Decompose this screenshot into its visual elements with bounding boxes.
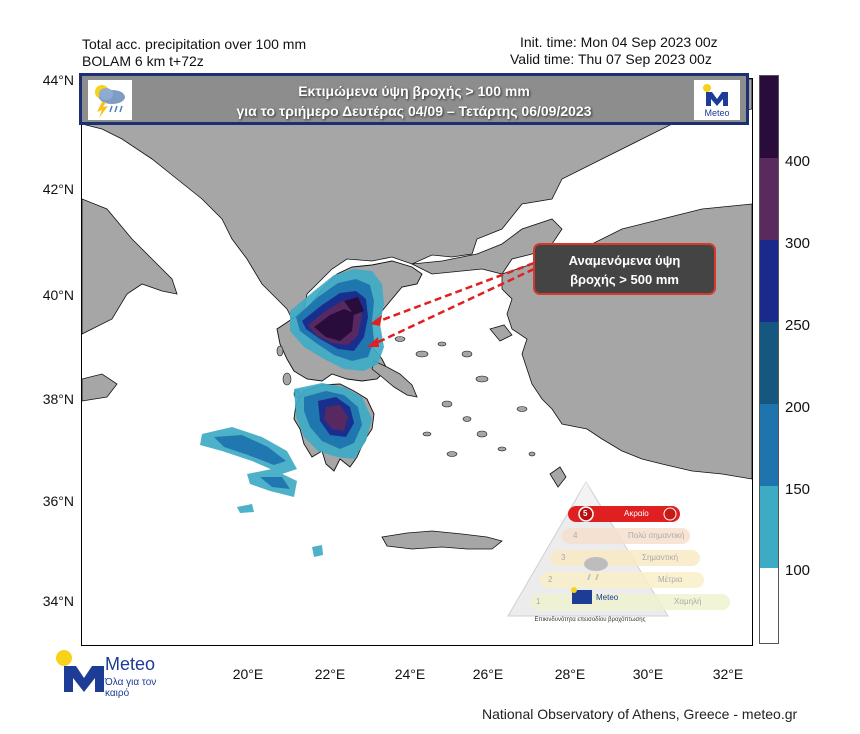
colorbar-100-150 (760, 486, 778, 568)
lat-label-38: 38°N (42, 391, 74, 407)
lat-label-40: 40°N (42, 287, 74, 303)
colorbar-label-250: 250 (785, 317, 811, 334)
arrow-heads (367, 315, 382, 347)
colorbar-above-400 (760, 76, 778, 158)
lon-label-20: 20°E (232, 666, 264, 682)
banner-line-2: για το τριήμερο Δευτέρας 04/09 – Τετάρτη… (236, 103, 592, 119)
meteo-logo-name: Meteo (105, 654, 156, 674)
colorbar-label-150: 150 (785, 481, 811, 498)
meteo-logo-small-text: Meteo (704, 108, 730, 118)
land-rhodes (549, 466, 567, 488)
land-evia (371, 360, 418, 398)
lon-label-30: 30°E (632, 666, 664, 682)
meteo-logo-small: Meteo (694, 80, 740, 120)
colorbar-below-100 (760, 568, 778, 643)
colorbar-label-400: 400 (785, 153, 811, 170)
colorbar-300-400 (760, 158, 778, 240)
colorbar-label-300: 300 (785, 235, 811, 252)
level-3-label: Σημαντική (642, 553, 679, 562)
lon-label-26: 26°E (472, 666, 504, 682)
land-sicily (82, 373, 118, 402)
land-balkans (82, 79, 752, 320)
land-lesvos (489, 324, 513, 342)
lon-label-28: 28°E (554, 666, 586, 682)
init-time: Init. time: Mon 04 Sep 2023 00z (520, 34, 718, 50)
colorbar-200-250 (760, 322, 778, 404)
lat-label-44: 44°N (42, 72, 74, 88)
lon-label-24: 24°E (394, 666, 426, 682)
colorbar-label-100: 100 (785, 562, 811, 579)
lat-label-36: 36°N (42, 493, 74, 509)
level-2-num: 2 (548, 575, 553, 584)
map-canvas (82, 79, 752, 557)
model-label: BOLAM 6 km t+72z (82, 53, 204, 69)
level-1-num: 1 (536, 597, 541, 606)
level-5-num: 5 (583, 509, 588, 518)
pyramid-logo-text: Meteo (596, 593, 619, 602)
level-1-label: Χαμηλή (674, 597, 702, 606)
colorbar-150-200 (760, 404, 778, 486)
level-3-num: 3 (561, 553, 566, 562)
pyramid-title: Επικινδυνότητα επεισοδίου βροχόπτωσης (534, 617, 646, 623)
level-2-label: Μέτρια (658, 575, 683, 584)
lon-label-32: 32°E (712, 666, 744, 682)
callout-arrows (371, 261, 535, 347)
land-crete (381, 530, 503, 550)
level-4-label: Πολύ σημαντική (628, 531, 685, 540)
banner-line-1: Εκτιμώμενα ύψη βροχής > 100 mm (298, 83, 530, 99)
map-title: Total acc. precipitation over 100 mm (82, 36, 307, 52)
callout-line-1: Αναμενόμενα ύψη (568, 253, 681, 268)
colorbar-label-200: 200 (785, 399, 811, 416)
lon-label-22: 22°E (314, 666, 346, 682)
meteo-logo-slogan: Όλα για τον καιρό (105, 677, 157, 699)
meteo-logo (52, 648, 192, 698)
level-4-num: 4 (573, 531, 578, 540)
precip-above-400 (314, 297, 364, 341)
callout-line-2: βροχής > 500 mm (570, 272, 679, 287)
forecast-banner: Εκτιμώμενα ύψη βροχής > 100 mm για το τρ… (79, 73, 749, 125)
precipitation-map (81, 78, 753, 646)
level-5-label: Ακραίο (624, 509, 649, 518)
max-rain-callout: Αναμενόμενα ύψη βροχής > 500 mm (533, 243, 716, 295)
lat-label-34: 34°N (42, 593, 74, 609)
colorbar-250-300 (760, 240, 778, 322)
land-italy (82, 198, 178, 335)
rain-storm-icon (88, 80, 132, 120)
valid-time: Valid time: Thu 07 Sep 2023 00z (510, 51, 712, 67)
credit-text: National Observatory of Athens, Greece -… (482, 706, 798, 722)
warning-pyramid: 5 Ακραίο 4 Πολύ σημαντική 3 Σημαντική 2 … (506, 480, 742, 628)
lat-label-42: 42°N (42, 181, 74, 197)
colorbar (759, 75, 779, 644)
